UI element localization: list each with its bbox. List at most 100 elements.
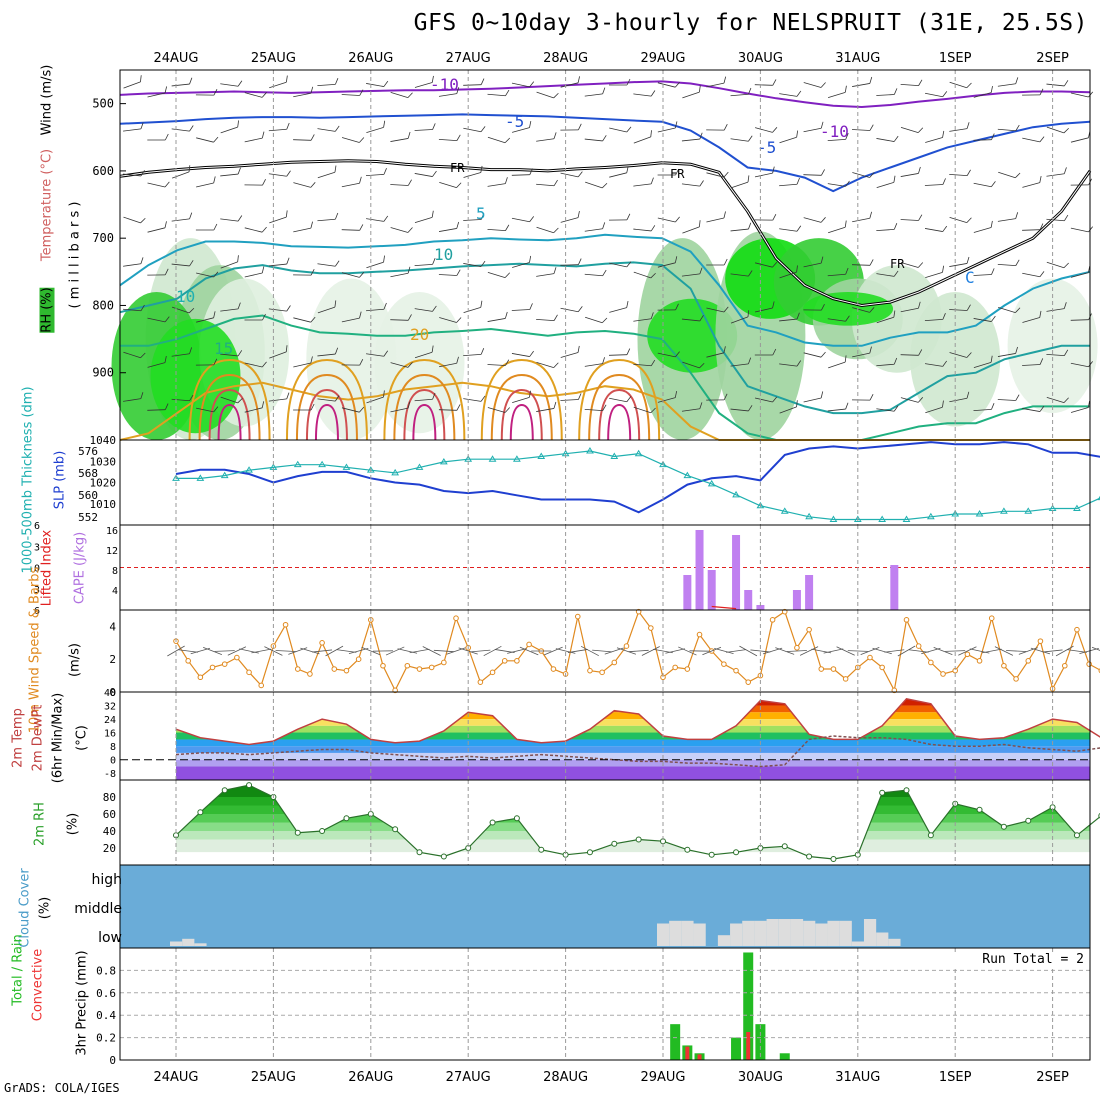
barb-flag xyxy=(407,401,411,409)
rh-point-18 xyxy=(611,840,618,847)
barb-flag xyxy=(553,179,558,186)
barb-shaft xyxy=(585,181,603,189)
rh-shade-4 xyxy=(374,292,465,434)
wind-point-25 xyxy=(477,679,484,685)
barb-flag xyxy=(942,225,948,232)
upper-wind-barb-0-0 xyxy=(123,75,142,89)
wind10-barb-56 xyxy=(847,650,868,652)
upper-wind-barb-38-4 xyxy=(1046,261,1069,269)
upper-wind-barb-10-0 xyxy=(366,80,389,87)
barb-shaft xyxy=(293,92,312,98)
upper-wind-barb-16-1 xyxy=(512,121,532,133)
wind10-barb-shaft xyxy=(678,646,697,656)
upper-wind-barb-19-6 xyxy=(584,357,605,367)
upper-wind-barb-11-6 xyxy=(390,362,413,368)
wind10-barb-shaft xyxy=(264,646,283,656)
barb-flag xyxy=(529,350,534,357)
upper-wind-barb-34-5 xyxy=(949,304,971,311)
wind10-barb-shaft xyxy=(945,650,966,652)
wind10-barb-shaft xyxy=(1055,645,1074,657)
barb-flag xyxy=(1015,307,1021,313)
upper-wind-barb-25-1 xyxy=(730,135,753,142)
barb-shaft xyxy=(1046,396,1065,404)
barb-shaft xyxy=(657,82,676,88)
barb-shaft xyxy=(414,398,433,402)
upper-wind-barb-30-0 xyxy=(852,76,873,87)
upper-wind-barb-6-3 xyxy=(269,210,288,224)
barb-flag xyxy=(821,304,825,311)
upper-wind-barb-30-6 xyxy=(852,346,872,358)
upper-wind-barb-17-4 xyxy=(536,267,557,277)
barb-shaft xyxy=(341,137,360,143)
upper-wind-barb-37-6 xyxy=(1022,358,1044,366)
barb-flag xyxy=(578,258,582,265)
barb-flag xyxy=(650,225,656,232)
upper-wind-barb-33-7 xyxy=(925,400,944,414)
barb-shaft xyxy=(1070,227,1089,233)
barb-flag xyxy=(213,358,218,366)
wind10-barb-shaft xyxy=(908,649,929,653)
upper-wind-barb-37-3 xyxy=(1022,223,1044,231)
barb-shaft xyxy=(390,272,409,278)
barb-shaft xyxy=(244,407,263,413)
rh-point-33 xyxy=(976,806,983,813)
upper-wind-barb-7-2 xyxy=(293,182,316,188)
thickness-point-34 xyxy=(1000,507,1008,514)
thickness-point-1 xyxy=(196,474,205,481)
barb-flag xyxy=(432,392,436,400)
upper-wind-barb-32-0 xyxy=(900,79,923,87)
cloud-low-bar-16 xyxy=(803,920,816,946)
upper-wind-barb-28-4 xyxy=(803,256,824,268)
thk-ytick-568: 568 xyxy=(78,467,98,480)
barb-shaft xyxy=(997,263,1016,267)
warm-contour-4-1 xyxy=(588,373,651,441)
upper-wind-barb-38-7 xyxy=(1046,396,1069,404)
upper-wind-barb-38-1 xyxy=(1046,126,1069,134)
upper-wind-barb-37-5 xyxy=(1022,310,1042,323)
barb-flag xyxy=(310,182,316,188)
thickness-point-13 xyxy=(488,455,497,462)
wind10-barb-42 xyxy=(678,646,697,656)
upper-wind-barb-3-7 xyxy=(196,406,219,413)
barb-shaft xyxy=(900,354,919,356)
barb-flag xyxy=(699,132,703,140)
thickness-point-14 xyxy=(513,455,521,462)
upper-wind-barb-34-7 xyxy=(949,391,970,403)
barb-flag xyxy=(869,394,874,401)
barb-flag xyxy=(577,345,580,353)
upper-wind-barb-10-7 xyxy=(366,390,385,404)
barb-flag xyxy=(383,80,389,87)
barb-flag xyxy=(286,305,291,312)
date-label-bottom-2SEP: 2SEP xyxy=(1036,1070,1069,1085)
barb-flag xyxy=(334,165,337,173)
upper-wind-barb-10-1 xyxy=(366,120,386,134)
barb-shaft xyxy=(851,129,871,131)
upper-wind-barb-14-2 xyxy=(463,165,483,178)
wind-point-49 xyxy=(769,617,776,623)
upper-wind-barb-20-4 xyxy=(609,261,632,268)
barb-shaft xyxy=(196,137,214,143)
barb-flag xyxy=(772,396,778,403)
thickness-point-7 xyxy=(342,463,351,470)
barb-flag xyxy=(237,397,243,404)
contour-label-6: FR xyxy=(890,257,905,271)
barb-shaft xyxy=(730,181,749,189)
barb-shaft xyxy=(414,263,433,267)
upper-wind-barb-38-6 xyxy=(1046,349,1069,357)
barb-flag xyxy=(334,125,340,132)
date-label-top-31AUG: 31AUG xyxy=(835,51,880,66)
barb-shaft xyxy=(414,216,433,224)
upper-wind-barb-14-1 xyxy=(463,126,486,133)
barb-flag xyxy=(164,268,169,276)
barb-shaft xyxy=(803,397,822,403)
wind-point-2 xyxy=(197,674,204,681)
thk-ytick-552: 552 xyxy=(78,511,98,524)
contour-label-4: FR xyxy=(450,161,465,175)
upper-wind-barb-11-3 xyxy=(390,227,413,233)
barb-shaft xyxy=(560,352,579,358)
barb-shaft xyxy=(949,352,967,358)
barb-flag xyxy=(966,352,972,358)
temp-contour--5 xyxy=(119,113,1091,193)
upper-wind-barb-24-3 xyxy=(706,211,726,223)
rh-point-23 xyxy=(733,849,740,856)
